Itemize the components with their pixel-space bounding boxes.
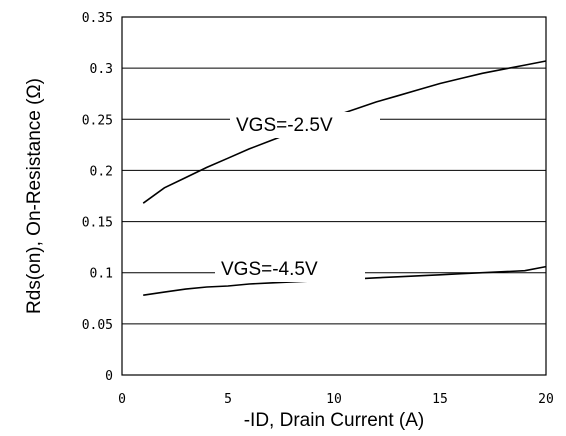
x-tick-label: 15 bbox=[432, 392, 448, 407]
series-label: VGS=-4.5V bbox=[221, 259, 318, 280]
y-tick-label: 0.25 bbox=[82, 113, 113, 128]
y-tick-label: 0 bbox=[105, 369, 113, 384]
x-tick-label: 0 bbox=[118, 392, 126, 407]
series-label: VGS=-2.5V bbox=[236, 115, 333, 136]
x-tick-labels: 0 5 10 15 20 bbox=[118, 392, 554, 407]
series-label-backdrop bbox=[230, 112, 380, 138]
y-axis-label: Rds(on), On-Resistance (Ω) bbox=[24, 78, 45, 314]
y-tick-label: 0.15 bbox=[82, 216, 113, 231]
y-tick-label: 0.2 bbox=[90, 164, 113, 179]
y-tick-label: 0.05 bbox=[82, 318, 113, 333]
series-label-backdrop bbox=[215, 256, 365, 282]
y-tick-label: 0.35 bbox=[82, 11, 113, 26]
x-tick-label: 10 bbox=[326, 392, 342, 407]
x-tick-label: 5 bbox=[224, 392, 232, 407]
series-labels: VGS=-2.5V VGS=-4.5V bbox=[215, 112, 380, 282]
gridlines bbox=[122, 67, 546, 325]
y-tick-label: 0.3 bbox=[90, 62, 113, 77]
x-tick-label: 20 bbox=[538, 392, 554, 407]
y-tick-label: 0.1 bbox=[90, 267, 113, 282]
y-tick-labels: 0 0.05 0.1 0.15 0.2 0.25 0.3 0.35 bbox=[82, 11, 113, 384]
plot-frame bbox=[121, 16, 547, 376]
x-axis-label: -ID, Drain Current (A) bbox=[244, 410, 425, 431]
